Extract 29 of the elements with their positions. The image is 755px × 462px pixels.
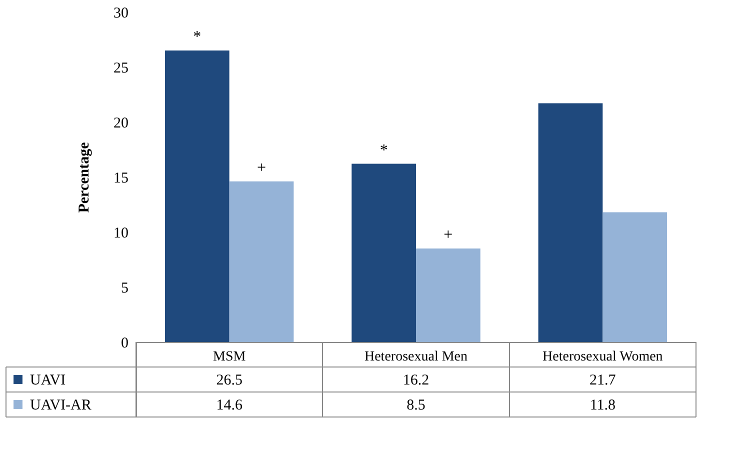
bar <box>602 212 668 342</box>
annotation: * <box>193 28 202 46</box>
bar <box>229 181 294 342</box>
data-label: 14.6 <box>216 398 243 414</box>
data-label: 11.8 <box>590 398 616 414</box>
y-tick-label: 5 <box>121 280 128 296</box>
y-tick-label: 10 <box>114 226 128 242</box>
data-label: 21.7 <box>590 372 616 388</box>
x-tick-label: Heterosexual Women <box>542 350 663 364</box>
y-tick-label: 25 <box>114 60 128 76</box>
y-tick-label: 20 <box>114 116 128 132</box>
x-tick-label: Heterosexual Men <box>364 350 468 364</box>
y-tick-label: 0 <box>121 336 128 352</box>
bar <box>164 50 230 342</box>
data-label: 16.2 <box>402 372 430 388</box>
data-label: 26.5 <box>216 372 242 388</box>
y-axis-title: Percentage <box>76 142 92 213</box>
legend-label: UAVI-AR <box>30 398 92 414</box>
data-label: 8.5 <box>406 398 426 414</box>
y-tick-label: 30 <box>114 6 128 22</box>
bar <box>352 164 416 342</box>
annotation: + <box>257 159 266 176</box>
bar <box>538 103 603 342</box>
bar <box>416 248 480 342</box>
x-tick-label: MSM <box>212 350 246 364</box>
legend-label: UAVI <box>30 372 66 388</box>
y-tick-label: 15 <box>114 170 128 186</box>
annotation: * <box>380 142 388 159</box>
annotation: + <box>444 226 453 244</box>
